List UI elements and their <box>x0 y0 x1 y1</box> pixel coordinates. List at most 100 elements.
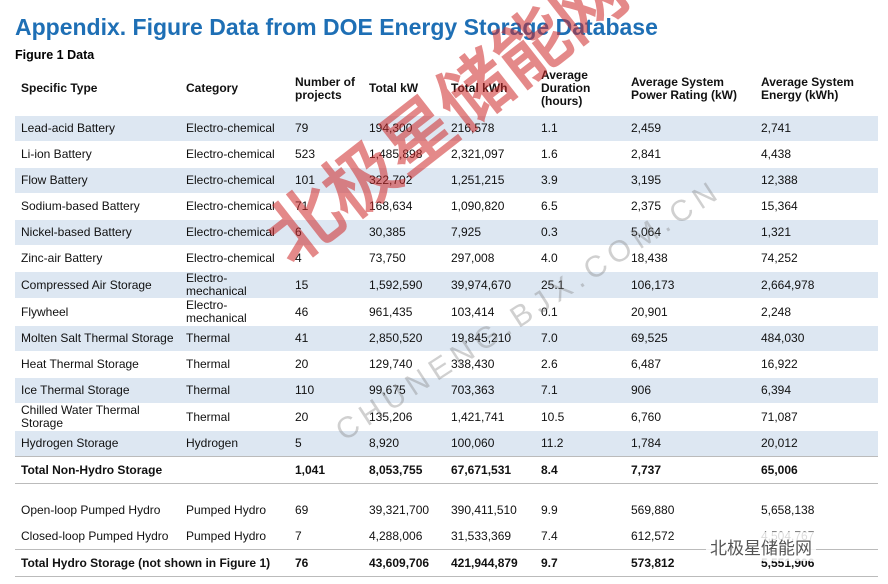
table-cell: 484,030 <box>755 325 878 352</box>
table-row: Chilled Water Thermal Storage Thermal 20 13… <box>15 403 878 431</box>
table-cell: 46 <box>289 298 363 326</box>
column-header: Average Duration (hours) <box>541 68 591 108</box>
table-cell: 19,845,210 <box>445 325 535 352</box>
column-header: Average System Energy (kWh) <box>761 74 854 102</box>
table-cell: 20,012 <box>755 430 878 457</box>
table-cell: 43,609,706 <box>363 549 445 577</box>
table-cell: 6,760 <box>625 403 755 431</box>
table-cell: Lead-acid Battery <box>15 115 180 142</box>
title: Appendix. Figure Data from DOE Energy St… <box>15 14 658 40</box>
table-cell: 79 <box>289 115 363 142</box>
table-cell: 15,364 <box>755 193 878 220</box>
table-cell: 8,920 <box>363 430 445 457</box>
table-row: Sodium-based Battery Electro-chemical 71 16… <box>15 193 878 220</box>
table-cell: Electro-chemical <box>180 193 289 220</box>
table-cell: 6.5 <box>535 193 625 220</box>
table-cell: 71 <box>289 193 363 220</box>
table-cell: 18,438 <box>625 245 755 272</box>
table-cell: 69,525 <box>625 325 755 352</box>
table-cell: 39,974,670 <box>445 271 535 299</box>
table-row: Ice Thermal Storage Thermal 110 99,675 703,3… <box>15 377 878 404</box>
table-cell: Electro-mechanical <box>180 271 289 299</box>
table-cell: 216,578 <box>445 115 535 142</box>
table-cell: 7,925 <box>445 219 535 246</box>
table-cell: 961,435 <box>363 298 445 326</box>
table-row: Zinc-air Battery Electro-chemical 4 73,750 2… <box>15 245 878 272</box>
table-cell: 10.5 <box>535 403 625 431</box>
table-cell: 1,321 <box>755 219 878 246</box>
table-cell: 67,671,531 <box>445 456 535 484</box>
table-cell: 0.3 <box>535 219 625 246</box>
column-header: Average System Power Rating (kW) <box>631 74 738 102</box>
table-cell: 2,321,097 <box>445 141 535 168</box>
table-cell: 2,664,978 <box>755 271 878 299</box>
table-cell: 5,064 <box>625 219 755 246</box>
table-row: Hydrogen Storage Hydrogen 5 8,920 100,060 11.… <box>15 430 878 457</box>
table-cell: Electro-chemical <box>180 115 289 142</box>
table-cell: 73,750 <box>363 245 445 272</box>
table-cell: Thermal <box>180 403 289 431</box>
table-cell: Chilled Water Thermal Storage <box>15 403 180 431</box>
spacer <box>15 483 878 498</box>
table-cell: Electro-chemical <box>180 245 289 272</box>
table-cell: Total Non-Hydro Storage <box>15 456 289 484</box>
table-cell: 25.1 <box>535 271 625 299</box>
table-cell: 12,388 <box>755 167 878 194</box>
table-cell: Closed-loop Pumped Hydro <box>15 523 180 550</box>
table-cell: 101 <box>289 167 363 194</box>
table-cell: Compressed Air Storage <box>15 271 180 299</box>
table-cell: 168,634 <box>363 193 445 220</box>
table-cell: 3.9 <box>535 167 625 194</box>
spacer-row <box>15 483 878 498</box>
table-cell: 16,922 <box>755 351 878 378</box>
data-table: Specific Type Category Number of projects T… <box>15 62 878 577</box>
table-row: Lead-acid Battery Electro-chemical 79 194,3… <box>15 115 878 142</box>
table-cell: 5,551,906 <box>755 549 878 577</box>
table-cell: 41 <box>289 325 363 352</box>
table-cell: Flow Battery <box>15 167 180 194</box>
table-row: Flywheel Electro-mechanical 46 961,435 103,4… <box>15 298 878 326</box>
table-cell: 4,504,767 <box>755 523 878 550</box>
table-cell: 338,430 <box>445 351 535 378</box>
table-row: Flow Battery Electro-chemical 101 322,702 1,… <box>15 167 878 194</box>
table-cell: 11.2 <box>535 430 625 457</box>
table-cell: Hydrogen Storage <box>15 430 180 457</box>
table-cell: 703,363 <box>445 377 535 404</box>
table-cell: Li-ion Battery <box>15 141 180 168</box>
table-cell: 6 <box>289 219 363 246</box>
table-cell: 100,060 <box>445 430 535 457</box>
table-cell: Total Hydro Storage (not shown in Figure… <box>15 549 289 577</box>
column-header: Number of projects <box>295 74 355 102</box>
table-cell: 99,675 <box>363 377 445 404</box>
table-cell: 8.4 <box>535 456 625 484</box>
table-cell: 1.6 <box>535 141 625 168</box>
total-row: Total Hydro Storage (not shown in Figure… <box>15 549 878 577</box>
table-cell: 4.0 <box>535 245 625 272</box>
table-cell: 612,572 <box>625 523 755 550</box>
table-row: Open-loop Pumped Hydro Pumped Hydro 69 39,3… <box>15 497 878 524</box>
table-cell: 523 <box>289 141 363 168</box>
table-cell: Electro-chemical <box>180 141 289 168</box>
table-cell: 1,784 <box>625 430 755 457</box>
table-cell: 9.7 <box>535 549 625 577</box>
table-cell: 2,375 <box>625 193 755 220</box>
table-cell: 20 <box>289 351 363 378</box>
table-row: Li-ion Battery Electro-chemical 523 1,485,8… <box>15 141 878 168</box>
table-cell: 8,053,755 <box>363 456 445 484</box>
table-cell: 4,438 <box>755 141 878 168</box>
table-cell: 7 <box>289 523 363 550</box>
subtitle: Figure 1 Data <box>15 48 95 62</box>
table-cell: 129,740 <box>363 351 445 378</box>
table-cell: Flywheel <box>15 298 180 326</box>
table-cell: 421,944,879 <box>445 549 535 577</box>
column-header: Category <box>186 81 239 95</box>
table-cell: 7.4 <box>535 523 625 550</box>
table-cell: 39,321,700 <box>363 497 445 524</box>
table-cell: 7.0 <box>535 325 625 352</box>
table-cell: 1,592,590 <box>363 271 445 299</box>
table-cell: 71,087 <box>755 403 878 431</box>
table-cell: 2,248 <box>755 298 878 326</box>
table-cell: 2,841 <box>625 141 755 168</box>
table-cell: Thermal <box>180 351 289 378</box>
table-cell: 3,195 <box>625 167 755 194</box>
